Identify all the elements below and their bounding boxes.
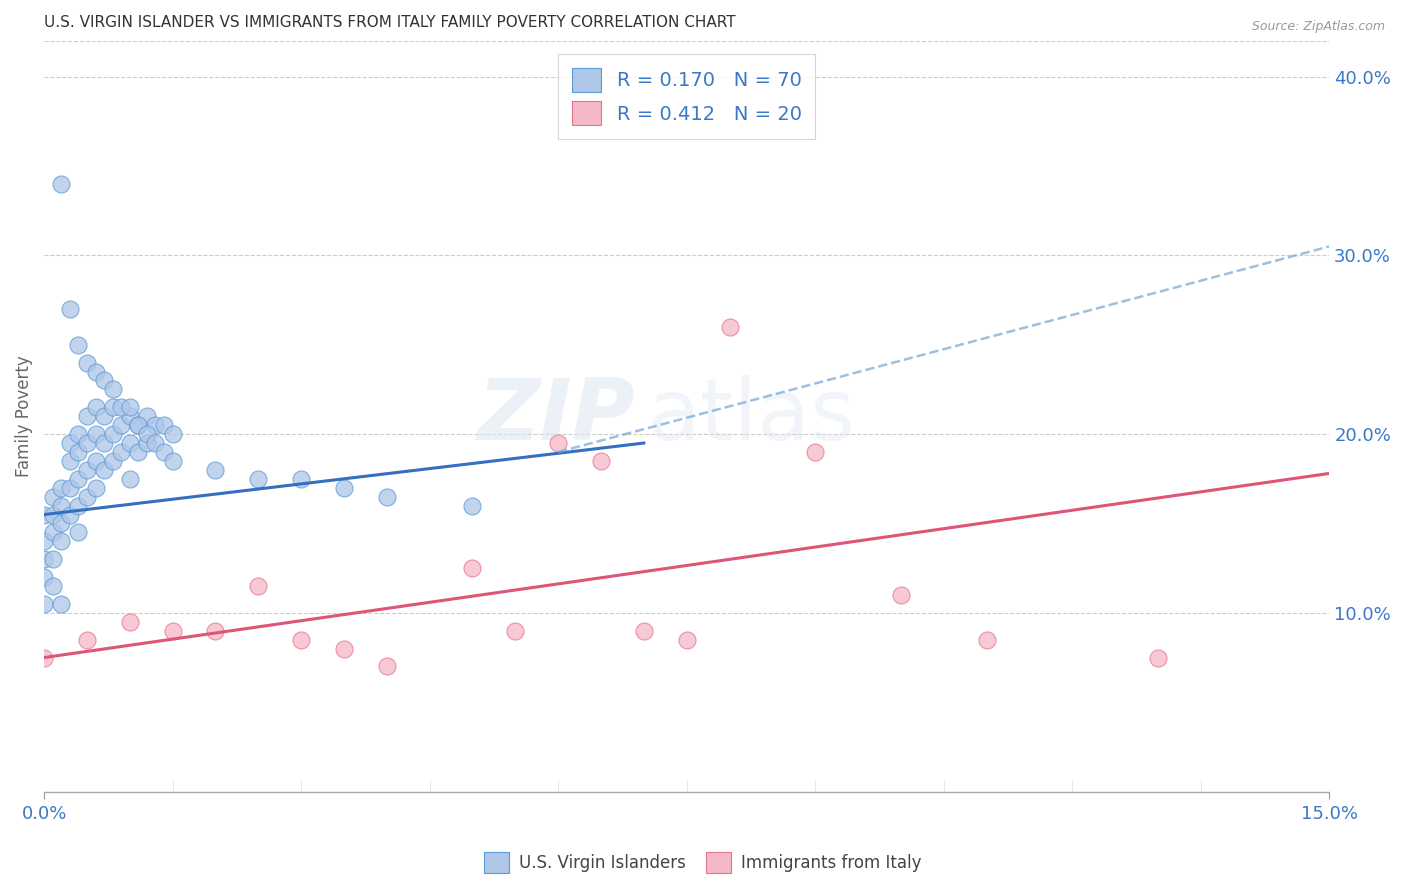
Point (84, 454, 107, 468)
Legend: R = 0.170   N = 70, R = 0.412   N = 20: R = 0.170 N = 70, R = 0.412 N = 20 (558, 54, 815, 139)
Text: ZIP: ZIP (478, 375, 636, 458)
Point (67, 445, 90, 459)
Point (93, 409, 115, 424)
Point (162, 454, 184, 468)
Point (135, 436, 157, 450)
Point (84, 427, 107, 442)
Point (247, 579, 270, 593)
Point (204, 463, 226, 477)
Point (84, 401, 107, 415)
Point (101, 454, 124, 468)
Point (51, 481, 73, 495)
Point (41, 525, 63, 540)
Y-axis label: Family Poverty: Family Poverty (15, 355, 32, 477)
Point (204, 624, 226, 638)
Point (93, 436, 115, 450)
Point (890, 588, 912, 602)
Text: U.S. VIRGIN ISLANDER VS IMMIGRANTS FROM ITALY FAMILY POVERTY CORRELATION CHART: U.S. VIRGIN ISLANDER VS IMMIGRANTS FROM … (44, 15, 735, 30)
Point (110, 445, 132, 459)
Point (67, 472, 90, 486)
Point (633, 624, 655, 638)
Point (41, 508, 63, 522)
Point (101, 427, 124, 442)
Point (127, 418, 149, 433)
Text: atlas: atlas (648, 375, 856, 458)
Point (51, 597, 73, 611)
Point (1147, 650, 1170, 665)
Point (101, 401, 124, 415)
Point (153, 445, 176, 459)
Point (84, 365, 107, 379)
Point (76, 463, 98, 477)
Point (41, 552, 63, 566)
Point (375, 490, 398, 504)
Point (76, 356, 98, 370)
Point (93, 374, 115, 388)
Point (59, 508, 82, 522)
Point (67, 525, 90, 540)
Point (461, 499, 484, 513)
Point (59, 436, 82, 450)
Legend: U.S. Virgin Islanders, Immigrants from Italy: U.S. Virgin Islanders, Immigrants from I… (478, 846, 928, 880)
Point (718, 319, 741, 334)
Point (118, 409, 141, 424)
Point (76, 632, 98, 647)
Point (76, 436, 98, 450)
Point (51, 534, 73, 549)
Point (118, 436, 141, 450)
Point (76, 490, 98, 504)
Point (153, 418, 176, 433)
Point (375, 659, 398, 673)
Point (84, 481, 107, 495)
Point (290, 632, 312, 647)
Point (118, 615, 141, 629)
Point (505, 624, 527, 638)
Point (51, 177, 73, 191)
Point (76, 409, 98, 424)
Point (162, 624, 184, 638)
Point (333, 481, 356, 495)
Point (59, 481, 82, 495)
Point (118, 401, 141, 415)
Point (41, 579, 63, 593)
Point (127, 445, 149, 459)
Point (51, 499, 73, 513)
Point (675, 632, 697, 647)
Point (247, 472, 270, 486)
Point (589, 454, 612, 468)
Text: Source: ZipAtlas.com: Source: ZipAtlas.com (1251, 20, 1385, 33)
Point (59, 454, 82, 468)
Point (145, 418, 167, 433)
Point (145, 436, 167, 450)
Point (67, 427, 90, 442)
Point (162, 427, 184, 442)
Point (804, 445, 827, 459)
Point (976, 632, 998, 647)
Point (110, 401, 132, 415)
Point (118, 472, 141, 486)
Point (110, 418, 132, 433)
Point (32, 552, 55, 566)
Point (333, 641, 356, 656)
Point (32, 570, 55, 584)
Point (101, 383, 124, 397)
Point (290, 472, 312, 486)
Point (93, 463, 115, 477)
Point (32, 508, 55, 522)
Point (32, 650, 55, 665)
Point (67, 499, 90, 513)
Point (32, 534, 55, 549)
Point (67, 337, 90, 351)
Point (127, 418, 149, 433)
Point (547, 436, 569, 450)
Point (461, 561, 484, 575)
Point (59, 301, 82, 316)
Point (41, 490, 63, 504)
Point (32, 597, 55, 611)
Point (135, 409, 157, 424)
Point (135, 427, 157, 442)
Point (51, 516, 73, 531)
